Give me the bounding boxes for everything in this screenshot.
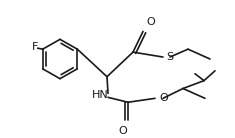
Text: O: O [119, 126, 127, 136]
Text: S: S [166, 52, 173, 62]
Text: O: O [146, 17, 155, 26]
Text: HN: HN [92, 90, 108, 100]
Text: O: O [159, 93, 168, 103]
Text: F: F [31, 42, 38, 52]
